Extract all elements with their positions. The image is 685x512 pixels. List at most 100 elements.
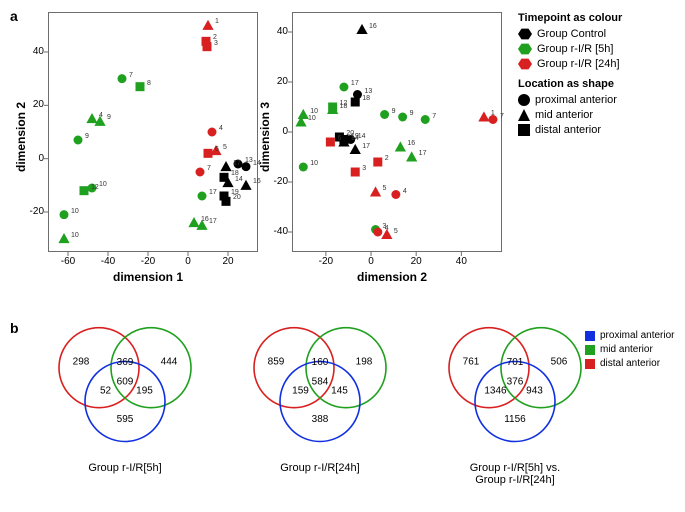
y-axis-title: dimension 2 bbox=[14, 102, 28, 172]
venn-caption: Group r-I/R[5h] bbox=[45, 462, 205, 474]
y-axis-title: dimension 3 bbox=[258, 102, 272, 172]
legend-label: proximal anterior bbox=[535, 94, 617, 106]
xtick: -20 bbox=[138, 256, 158, 267]
scatter-point bbox=[380, 110, 389, 119]
scatter-point bbox=[88, 184, 97, 193]
x-axis-title: dimension 2 bbox=[357, 270, 427, 284]
scatter-point bbox=[208, 128, 217, 137]
scatter-point bbox=[351, 168, 360, 177]
scatter-point bbox=[60, 210, 69, 219]
legend-label: Group r-I/R [5h] bbox=[537, 43, 613, 55]
xtick: 40 bbox=[451, 256, 471, 267]
xtick: 0 bbox=[361, 256, 381, 267]
scatter-point bbox=[478, 111, 489, 121]
scatter-point bbox=[421, 115, 430, 124]
legend-row: distal anterior bbox=[518, 124, 678, 136]
venn-count: 761 bbox=[463, 356, 480, 367]
xtick: 20 bbox=[218, 256, 238, 267]
venn-count: 595 bbox=[117, 414, 134, 425]
scatter-point bbox=[234, 160, 243, 169]
legend-label: Group Control bbox=[537, 28, 606, 40]
venn-count: 195 bbox=[136, 386, 153, 397]
venn-count: 160 bbox=[312, 357, 329, 368]
scatter-point bbox=[351, 98, 360, 107]
xtick: -60 bbox=[58, 256, 78, 267]
venn-count: 145 bbox=[331, 386, 348, 397]
legend-swatch bbox=[585, 359, 595, 369]
scatter-point bbox=[346, 135, 355, 144]
legend-row: distal anterior bbox=[585, 358, 674, 369]
venn-count: 701 bbox=[507, 357, 524, 368]
legend-swatch bbox=[518, 43, 532, 55]
scatter-point bbox=[350, 144, 361, 154]
venn-count: 298 bbox=[73, 356, 90, 367]
scatter-point bbox=[220, 192, 229, 201]
scatter-point bbox=[395, 141, 406, 151]
scatter-point bbox=[136, 82, 145, 91]
ytick: -20 bbox=[264, 176, 288, 187]
venn-count: 388 bbox=[312, 414, 329, 425]
venn-caption: Group r-I/R[5h] vs. Group r-I/R[24h] bbox=[435, 462, 595, 486]
scatter-point bbox=[58, 233, 69, 243]
scatter-point bbox=[118, 74, 127, 83]
scatter-point bbox=[203, 42, 212, 51]
venn-diagram: 859160198584159145388 bbox=[235, 305, 405, 475]
xtick: -20 bbox=[316, 256, 336, 267]
legend-shape bbox=[518, 94, 530, 106]
ytick: -40 bbox=[264, 226, 288, 237]
x-axis-title: dimension 1 bbox=[113, 270, 183, 284]
scatter-point bbox=[240, 180, 251, 190]
scatter-point bbox=[80, 186, 89, 195]
panel-label-b: b bbox=[10, 320, 19, 336]
legend-shape bbox=[518, 109, 530, 121]
scatter-point bbox=[202, 20, 213, 30]
legend-row: mid anterior bbox=[518, 109, 678, 121]
ytick: 40 bbox=[264, 26, 288, 37]
scatter-point bbox=[196, 168, 205, 177]
legend-swatch bbox=[518, 58, 532, 70]
venn-count: 943 bbox=[526, 386, 543, 397]
legend-label: mid anterior bbox=[535, 109, 593, 121]
venn-count: 376 bbox=[507, 377, 524, 388]
legend-row: mid anterior bbox=[585, 344, 674, 355]
scatter-point bbox=[381, 229, 392, 239]
venn-count: 1156 bbox=[504, 414, 526, 425]
venn-count: 369 bbox=[117, 357, 134, 368]
ytick: 20 bbox=[264, 76, 288, 87]
legend-title: Location as shape bbox=[518, 78, 678, 90]
ytick: 40 bbox=[20, 46, 44, 57]
legend-label: Group r-I/R [24h] bbox=[537, 58, 620, 70]
legend-label: mid anterior bbox=[600, 344, 653, 355]
scatter-point bbox=[299, 163, 308, 172]
scatter-point bbox=[406, 151, 417, 161]
legend-swatch bbox=[518, 28, 532, 40]
venn-count: 159 bbox=[292, 386, 309, 397]
scatter-point bbox=[86, 113, 97, 123]
legend-swatch bbox=[585, 345, 595, 355]
scatter-point bbox=[488, 115, 497, 124]
scatter-point bbox=[204, 149, 213, 158]
venn-count: 584 bbox=[312, 377, 329, 388]
venn-count: 444 bbox=[161, 356, 178, 367]
legend-label: distal anterior bbox=[600, 358, 660, 369]
scatter-point bbox=[242, 162, 251, 171]
xtick: -40 bbox=[98, 256, 118, 267]
legend-row: proximal anterior bbox=[518, 94, 678, 106]
venn-count: 859 bbox=[268, 356, 285, 367]
venn-count: 506 bbox=[551, 356, 568, 367]
scatter-point bbox=[298, 109, 309, 119]
scatter-point bbox=[198, 192, 207, 201]
scatter-point bbox=[370, 186, 381, 196]
venn-count: 609 bbox=[117, 377, 134, 388]
scatter-point bbox=[391, 190, 400, 199]
legend-b: proximal anterior mid anterior distal ante… bbox=[585, 330, 674, 372]
scatter-point bbox=[398, 113, 407, 122]
scatter-b: -2002040-40-2002040161713181218101099717… bbox=[292, 12, 502, 252]
venn-diagram: 76170150637613469431156 bbox=[430, 305, 600, 475]
legend-swatch bbox=[585, 331, 595, 341]
legend-label: proximal anterior bbox=[600, 330, 674, 341]
scatter-point bbox=[188, 217, 199, 227]
legend-a: Timepoint as colourGroup ControlGroup r-… bbox=[518, 12, 678, 139]
xtick: 0 bbox=[178, 256, 198, 267]
scatter-a: -60-40-20020-200204012378494956131417718… bbox=[48, 12, 258, 252]
